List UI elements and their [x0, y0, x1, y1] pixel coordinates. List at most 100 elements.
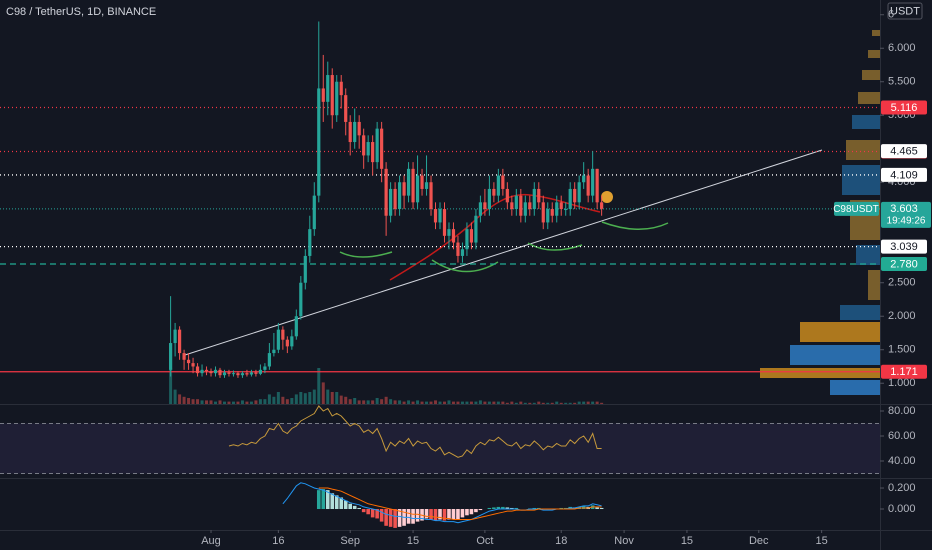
- candle-body: [393, 188, 397, 210]
- macd-histogram-bar: [415, 509, 420, 522]
- level-box: [881, 100, 927, 115]
- macd-histogram-bar: [474, 509, 478, 513]
- candle-body: [384, 168, 388, 216]
- candle-body: [406, 168, 411, 196]
- volume-bar: [380, 399, 384, 404]
- candle-body: [600, 202, 604, 209]
- volume-bar: [339, 395, 343, 404]
- level-label: 4.109: [890, 169, 918, 181]
- macd-histogram-bar: [451, 509, 456, 520]
- volume-bar: [245, 401, 249, 404]
- candle-body: [308, 229, 312, 256]
- candle-body: [169, 343, 173, 370]
- volume-bar: [187, 398, 191, 404]
- volume-bar: [528, 402, 532, 404]
- macd-histogram-bar: [352, 505, 357, 510]
- candle-body: [564, 209, 568, 211]
- volume-bar: [582, 401, 586, 404]
- candle-body: [469, 229, 474, 243]
- macd-histogram-bar: [379, 509, 384, 522]
- volume-bar: [209, 400, 213, 404]
- candle-body: [411, 168, 415, 203]
- macd-histogram-bar: [343, 500, 348, 510]
- macd-histogram-bar: [456, 509, 460, 520]
- macd-histogram-bar: [357, 507, 361, 510]
- x-tick-label: Sep: [340, 535, 360, 547]
- currency-box: [887, 2, 923, 20]
- candle-body: [177, 329, 182, 354]
- volume-bar: [483, 401, 487, 404]
- candle-body: [501, 175, 505, 189]
- macd-histogram-bar: [397, 509, 402, 527]
- volume-bar: [460, 401, 464, 404]
- candle-body: [460, 249, 465, 256]
- curve-drawing: [389, 193, 601, 281]
- volume-bar: [469, 401, 473, 404]
- x-tick-label: Nov: [614, 535, 634, 547]
- volume-bar: [478, 400, 482, 404]
- volume-bar: [196, 399, 200, 404]
- candle-body: [240, 373, 245, 376]
- candle-body: [577, 182, 581, 203]
- macd-histogram-bar: [478, 509, 483, 511]
- y-tick-label: 80.00: [888, 405, 916, 417]
- candle-body: [272, 349, 276, 354]
- candle-body: [474, 215, 478, 243]
- level-box: [881, 239, 927, 254]
- candle-body: [281, 329, 285, 340]
- candle-body: [222, 372, 227, 376]
- volume-bar: [254, 400, 258, 404]
- candle-body: [415, 175, 420, 203]
- volume-bar: [227, 401, 231, 404]
- volume-bar: [541, 402, 545, 404]
- macd-histogram-bar: [469, 509, 474, 515]
- volume-bar: [249, 401, 253, 404]
- y-tick-label: 6.000: [888, 42, 916, 54]
- macd-histogram-bar: [388, 509, 393, 527]
- macd-histogram-bar: [442, 509, 447, 521]
- macd-histogram-bar: [370, 509, 375, 518]
- volume-bar: [218, 400, 222, 404]
- macd-histogram-bar: [492, 507, 496, 510]
- candle-body: [353, 121, 357, 143]
- macd-histogram-bar: [325, 490, 330, 510]
- macd-histogram-bar: [424, 509, 429, 519]
- volume-bar: [393, 400, 397, 404]
- volume-bar: [559, 402, 563, 404]
- x-tick-label: 15: [407, 535, 419, 547]
- x-tick-label: Aug: [201, 535, 221, 547]
- volume-bar: [451, 401, 455, 404]
- candle-body: [591, 168, 595, 196]
- candle-body: [537, 188, 541, 203]
- volume-bar: [411, 401, 415, 404]
- candle-body: [559, 202, 563, 210]
- candle-body: [375, 128, 379, 163]
- candle-body: [294, 316, 298, 337]
- volume-bar: [591, 401, 595, 404]
- candle-body: [496, 175, 500, 196]
- volume-bar: [362, 400, 366, 404]
- candle-body: [200, 369, 204, 374]
- high-box: [881, 144, 927, 159]
- volume-bar: [303, 393, 307, 404]
- volume-bar: [600, 402, 604, 404]
- volume-bar: [389, 399, 393, 404]
- volume-bar: [532, 402, 536, 404]
- macd-histogram-bar: [536, 507, 541, 510]
- macd-histogram-bar: [420, 509, 424, 521]
- volume-bar: [353, 398, 357, 404]
- candle-body: [514, 195, 518, 210]
- level-box: [881, 364, 927, 379]
- volume-bar: [496, 401, 500, 404]
- candle-body: [451, 229, 456, 243]
- candle-body: [213, 369, 218, 374]
- level-box: [881, 256, 927, 271]
- volume-bar: [285, 399, 289, 404]
- candle-body: [528, 202, 532, 210]
- volume-bar: [330, 392, 334, 404]
- volume-bar: [231, 401, 235, 404]
- macd-histogram-bar: [505, 507, 510, 510]
- volume-bar: [420, 401, 424, 404]
- candle-body: [236, 373, 240, 376]
- macd-histogram-bar: [510, 507, 514, 510]
